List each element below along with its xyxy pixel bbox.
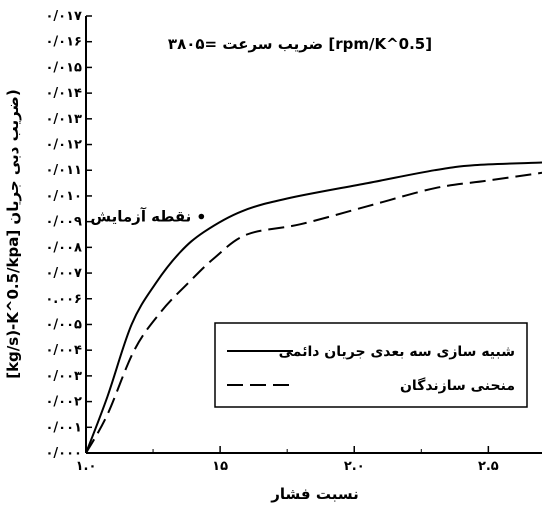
- y-tick-label: ۰/۰۰۸: [46, 240, 83, 255]
- x-tick-label: ۲.۵: [478, 459, 499, 474]
- x-axis-ticks: ۱.۰ ۱۵ ۲.۰ ۲.۵: [76, 446, 499, 474]
- y-tick-label: ۰/۰۰۷: [46, 266, 83, 281]
- legend-label: شبیه سازی سه بعدی جریان دائمی: [279, 344, 515, 360]
- y-tick-label: ۰/۰۰۲: [46, 395, 83, 410]
- legend: شبیه سازی سه بعدی جریان دائمی منحنی سازند…: [214, 322, 528, 408]
- y-tick-label: ۰/۰۱۲: [46, 138, 83, 153]
- plot-frame: [85, 16, 542, 454]
- test-point-annotation: نقطه آزمایش: [90, 208, 205, 226]
- y-tick-label: ۰/۰۱۵: [46, 60, 83, 75]
- y-tick-label: ۰/۰۰۹: [46, 215, 83, 230]
- y-tick-label: ۰.۰۰۶: [45, 292, 82, 307]
- y-tick-label: ۰/۰۱۰: [46, 189, 83, 204]
- y-tick-label: ۰/۰۰۱: [46, 420, 83, 435]
- y-tick-label: ۰/۰۱۷: [46, 9, 83, 24]
- test-point-label: نقطه آزمایش: [90, 208, 191, 226]
- y-axis-ticks: ۰/۰۰۰ ۰/۰۰۱ ۰/۰۰۲ ۰/۰۰۳ ۰/۰۰۴ ۰/۰۰۵ ۰.۰۰۶ ۰/۰۰۷…: [45, 9, 92, 461]
- x-tick-label: ۲.۰: [344, 459, 365, 474]
- legend-box: [214, 322, 528, 408]
- series-line-3d-steady-simulation: [85, 161, 542, 454]
- series-lines: [85, 161, 542, 454]
- series-line-manufacturer-curve: [85, 171, 542, 454]
- y-tick-label: ۰/۰۰۴: [46, 343, 83, 358]
- x-axis-title: نسبت فشار: [270, 485, 358, 503]
- y-tick-label: ۰/۰۱۳: [46, 112, 83, 127]
- test-point-marker: [198, 213, 205, 220]
- y-tick-label: ۰/۰۱۱: [46, 163, 83, 178]
- y-tick-label: ۰/۰۰۵: [46, 317, 83, 332]
- y-tick-label: ۰/۰۰۰: [46, 446, 83, 461]
- y-tick-label: ۰/۰۱۴: [46, 86, 83, 101]
- x-tick-label: ۱۵: [212, 459, 228, 474]
- y-tick-label: ۰/۰۱۶: [46, 35, 83, 50]
- y-tick-label: ۰/۰۰۳: [46, 369, 83, 384]
- y-axis-title: [kg/s)-K^0.5/kpa] ضریب دبی جریان): [4, 89, 22, 379]
- chart-title: ۳۸۰۵= ضریب سرعت [rpm/K^0.5]: [168, 35, 432, 53]
- x-tick-label: ۱.۰: [76, 459, 97, 474]
- legend-label: منحنی سازندگان: [400, 377, 515, 394]
